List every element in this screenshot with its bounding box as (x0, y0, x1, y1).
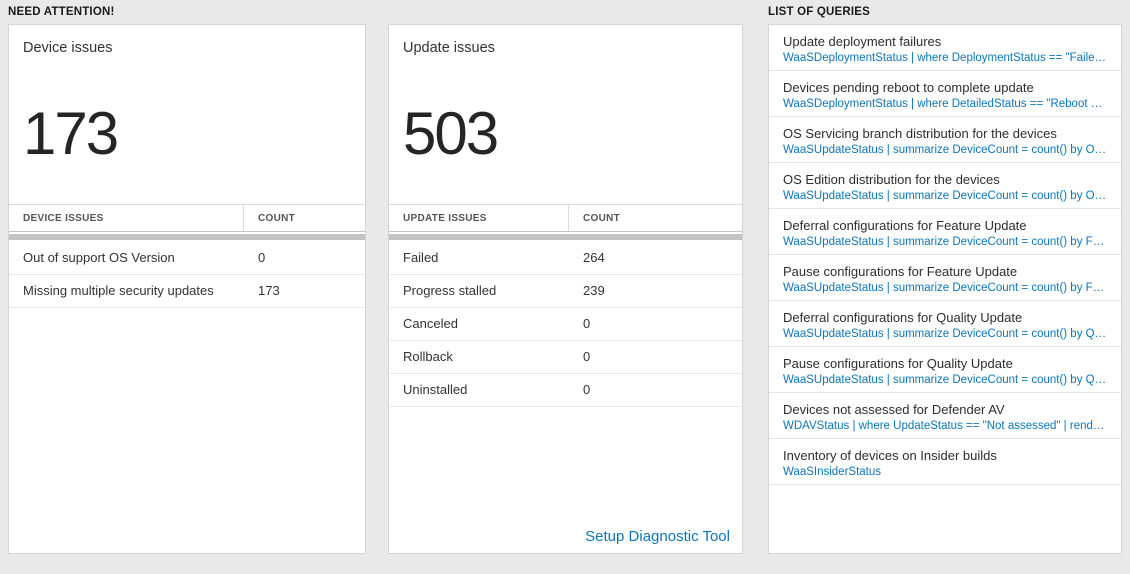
table-row[interactable]: Failed 264 (389, 242, 742, 275)
query-title: Devices pending reboot to complete updat… (783, 80, 1034, 95)
column-header-device-issues: DEVICE ISSUES (9, 205, 244, 231)
query-title: Devices not assessed for Defender AV (783, 402, 1005, 417)
update-issues-card[interactable]: Update issues 503 UPDATE ISSUES COUNT Fa… (388, 24, 743, 554)
table-row[interactable]: Canceled 0 (389, 308, 742, 341)
query-title: Pause configurations for Quality Update (783, 356, 1013, 371)
need-attention-header: NEED ATTENTION! (8, 6, 115, 18)
issue-label: Missing multiple security updates (23, 283, 214, 298)
horizontal-scrollbar[interactable] (389, 234, 742, 240)
issue-label: Progress stalled (403, 283, 497, 298)
query-title: OS Edition distribution for the devices (783, 172, 1000, 187)
issue-label: Out of support OS Version (23, 250, 175, 265)
query-item[interactable]: OS Servicing branch distribution for the… (769, 117, 1121, 163)
issue-label: Rollback (403, 349, 453, 364)
issue-count: 0 (583, 349, 591, 364)
issue-label: Failed (403, 250, 439, 265)
query-text[interactable]: WaaSUpdateStatus | summarize DeviceCount… (783, 190, 1107, 202)
query-title: Deferral configurations for Quality Upda… (783, 310, 1023, 325)
query-item[interactable]: OS Edition distribution for the devices … (769, 163, 1121, 209)
query-title: Deferral configurations for Feature Upda… (783, 218, 1027, 233)
column-header-update-issues: UPDATE ISSUES (389, 205, 569, 231)
table-row[interactable]: Progress stalled 239 (389, 275, 742, 308)
issue-count: 0 (583, 382, 591, 397)
issue-count: 264 (583, 250, 605, 265)
query-text[interactable]: WaaSUpdateStatus | summarize DeviceCount… (783, 236, 1107, 248)
update-issues-table: UPDATE ISSUES COUNT Failed 264 Progress … (389, 204, 742, 407)
query-text[interactable]: WDAVStatus | where UpdateStatus == "Not … (783, 420, 1107, 432)
query-item[interactable]: Devices pending reboot to complete updat… (769, 71, 1121, 117)
section-headers: NEED ATTENTION! LIST OF QUERIES (8, 6, 1122, 18)
issue-count: 0 (583, 316, 591, 331)
query-title: Update deployment failures (783, 34, 942, 49)
device-issues-table: DEVICE ISSUES COUNT Out of support OS Ve… (9, 204, 365, 308)
table-row[interactable]: Uninstalled 0 (389, 374, 742, 407)
query-text[interactable]: WaaSInsiderStatus (783, 466, 882, 478)
issue-count: 173 (258, 283, 280, 298)
device-issues-title: Device issues (23, 40, 113, 56)
query-text[interactable]: WaaSDeploymentStatus | where DetailedSta… (783, 98, 1107, 110)
device-issues-card[interactable]: Device issues 173 DEVICE ISSUES COUNT Ou… (8, 24, 366, 554)
column-header-count: COUNT (258, 213, 296, 224)
query-title: OS Servicing branch distribution for the… (783, 126, 1057, 141)
query-text[interactable]: WaaSUpdateStatus | summarize DeviceCount… (783, 282, 1107, 294)
query-title: Pause configurations for Feature Update (783, 264, 1018, 279)
query-title: Inventory of devices on Insider builds (783, 448, 997, 463)
query-item[interactable]: Devices not assessed for Defender AV WDA… (769, 393, 1121, 439)
issue-label: Canceled (403, 316, 458, 331)
query-item[interactable]: Deferral configurations for Feature Upda… (769, 209, 1121, 255)
issue-count: 239 (583, 283, 605, 298)
query-item[interactable]: Pause configurations for Quality Update … (769, 347, 1121, 393)
table-row[interactable]: Out of support OS Version 0 (9, 242, 365, 275)
issue-count: 0 (258, 250, 266, 265)
query-item[interactable]: Deferral configurations for Quality Upda… (769, 301, 1121, 347)
panels: Device issues 173 DEVICE ISSUES COUNT Ou… (8, 24, 1122, 554)
update-issues-title: Update issues (403, 40, 495, 56)
query-text[interactable]: WaaSDeploymentStatus | where DeploymentS… (783, 52, 1107, 64)
column-header-count: COUNT (583, 213, 621, 224)
query-text[interactable]: WaaSUpdateStatus | summarize DeviceCount… (783, 374, 1107, 386)
device-issues-count: 173 (23, 100, 119, 167)
table-row[interactable]: Missing multiple security updates 173 (9, 275, 365, 308)
setup-diagnostic-tool-link[interactable]: Setup Diagnostic Tool (585, 528, 730, 545)
table-header-row: UPDATE ISSUES COUNT (389, 205, 742, 232)
query-text[interactable]: WaaSUpdateStatus | summarize DeviceCount… (783, 328, 1107, 340)
query-item[interactable]: Inventory of devices on Insider builds W… (769, 439, 1121, 485)
update-issues-count: 503 (403, 100, 499, 167)
query-item[interactable]: Update deployment failures WaaSDeploymen… (769, 25, 1121, 71)
horizontal-scrollbar[interactable] (9, 234, 365, 240)
query-text[interactable]: WaaSUpdateStatus | summarize DeviceCount… (783, 144, 1107, 156)
list-of-queries-panel: Update deployment failures WaaSDeploymen… (768, 24, 1122, 554)
query-item[interactable]: Pause configurations for Feature Update … (769, 255, 1121, 301)
issue-label: Uninstalled (403, 382, 468, 397)
dashboard: NEED ATTENTION! LIST OF QUERIES Device i… (8, 6, 1122, 554)
list-of-queries-header: LIST OF QUERIES (768, 6, 871, 18)
table-header-row: DEVICE ISSUES COUNT (9, 205, 365, 232)
table-row[interactable]: Rollback 0 (389, 341, 742, 374)
